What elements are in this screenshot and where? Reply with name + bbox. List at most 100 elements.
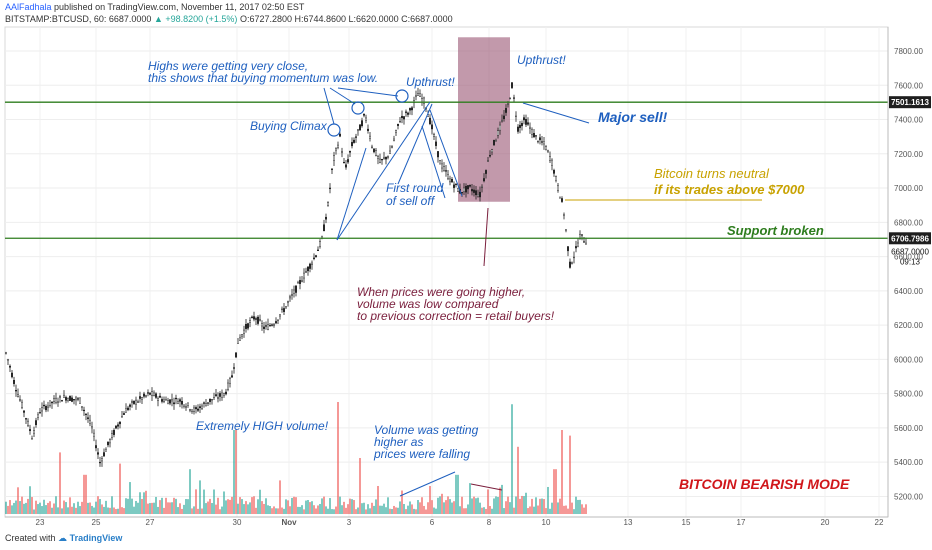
candle-body xyxy=(104,448,107,452)
candle-body xyxy=(37,414,40,418)
volume-bar xyxy=(243,504,245,514)
candle-body xyxy=(120,416,123,418)
candle-body xyxy=(363,113,366,116)
volume-bar xyxy=(43,499,45,514)
candle-body xyxy=(4,352,7,354)
price-tick-label: 6400.00 xyxy=(894,287,923,296)
candle-body xyxy=(465,186,468,193)
candle-body xyxy=(142,393,145,397)
volume-bar xyxy=(269,505,271,514)
volume-bar xyxy=(153,502,155,514)
volume-bar xyxy=(511,404,513,514)
volume-bar xyxy=(197,508,199,514)
volume-bar xyxy=(323,496,325,514)
volume-bar xyxy=(371,502,373,514)
candle-body xyxy=(441,163,444,169)
candle-body xyxy=(313,257,316,259)
volume-bar xyxy=(141,498,143,514)
candle-body xyxy=(369,135,372,139)
volume-bar xyxy=(529,506,531,514)
volume-bar xyxy=(541,498,543,514)
annotation-text: Bitcoin turns neutral xyxy=(654,166,770,181)
candle-body xyxy=(467,185,470,190)
volume-bar xyxy=(19,501,21,514)
candle-body xyxy=(457,188,460,192)
volume-bar xyxy=(395,507,397,514)
volume-bar xyxy=(507,496,509,514)
candle-body xyxy=(497,130,500,136)
price-tick-label: 6800.00 xyxy=(894,218,923,227)
candle-body xyxy=(401,115,404,119)
candle-body xyxy=(419,93,422,97)
volume-bar xyxy=(275,508,277,514)
volume-bar xyxy=(169,502,171,514)
candle-body xyxy=(259,319,262,321)
volume-bar xyxy=(5,501,7,514)
candle-body xyxy=(156,398,159,401)
price-tick-label: 7000.00 xyxy=(894,184,923,193)
candle-body xyxy=(535,135,538,137)
volume-bar xyxy=(145,490,147,514)
candle-body xyxy=(475,190,478,196)
volume-bar xyxy=(343,501,345,514)
volume-bar xyxy=(427,502,429,514)
volume-bar xyxy=(333,509,335,514)
volume-bar xyxy=(9,500,11,514)
candle-body xyxy=(78,397,81,404)
volume-bar xyxy=(291,497,293,514)
candle-body xyxy=(134,399,137,405)
volume-bar xyxy=(23,503,25,514)
candle-body xyxy=(70,397,73,402)
price-axis[interactable]: 5200.00 5400.00 5600.00 5800.00 6000.00 6200.… xyxy=(887,27,923,517)
volume-bar xyxy=(167,502,169,514)
last-price-box xyxy=(889,246,931,267)
volume-bar xyxy=(337,402,339,514)
candle-body xyxy=(51,401,54,404)
annotations: Highs were getting very close,this shows… xyxy=(148,53,850,492)
volume-bar xyxy=(573,509,575,514)
volume-bar xyxy=(15,500,17,514)
candle-body xyxy=(279,314,282,317)
candle-body xyxy=(172,402,175,405)
created-with-label: Created with xyxy=(5,533,56,543)
candle-body xyxy=(481,186,484,188)
volume-bar xyxy=(571,502,573,514)
candle-body xyxy=(212,397,215,400)
trend-line xyxy=(483,207,489,267)
candle-body xyxy=(405,111,408,113)
candle-body xyxy=(285,306,288,309)
candle-body xyxy=(166,400,169,405)
candle-body xyxy=(110,433,113,439)
volume-bar xyxy=(503,508,505,514)
volume-bar xyxy=(461,496,463,514)
candle-body xyxy=(563,214,566,216)
volume-bar xyxy=(37,504,39,514)
volume-bar xyxy=(459,506,461,514)
candle-body xyxy=(333,155,336,161)
author-link[interactable]: AAlFadhala xyxy=(5,2,52,12)
candle-body xyxy=(353,139,356,143)
candle-body xyxy=(377,156,380,159)
time-axis[interactable]: 23 25 27 30 Nov 3 6 8 10 13 15 17 20 22 xyxy=(5,516,888,527)
candle-body xyxy=(100,458,103,462)
volume-bar xyxy=(283,508,285,514)
volume-bar xyxy=(163,507,165,514)
candle-body xyxy=(349,150,352,153)
annotation-text: First round xyxy=(386,181,444,195)
candle-body xyxy=(61,400,64,402)
annotation-text: higher as xyxy=(374,435,423,449)
volume-bar xyxy=(81,501,83,514)
candle-body xyxy=(277,319,280,321)
volume-bar xyxy=(379,505,381,514)
countdown-label: 09:13 xyxy=(900,258,921,267)
candle-body xyxy=(579,233,582,240)
candle-body xyxy=(230,375,233,378)
candle-body xyxy=(168,399,171,404)
candle-body xyxy=(206,402,209,404)
volume-bar xyxy=(121,507,123,514)
price-tick-label: 7800.00 xyxy=(894,47,923,56)
tradingview-brand[interactable]: TradingView xyxy=(69,533,123,543)
candle-body xyxy=(297,282,300,284)
candle-body xyxy=(228,378,231,384)
